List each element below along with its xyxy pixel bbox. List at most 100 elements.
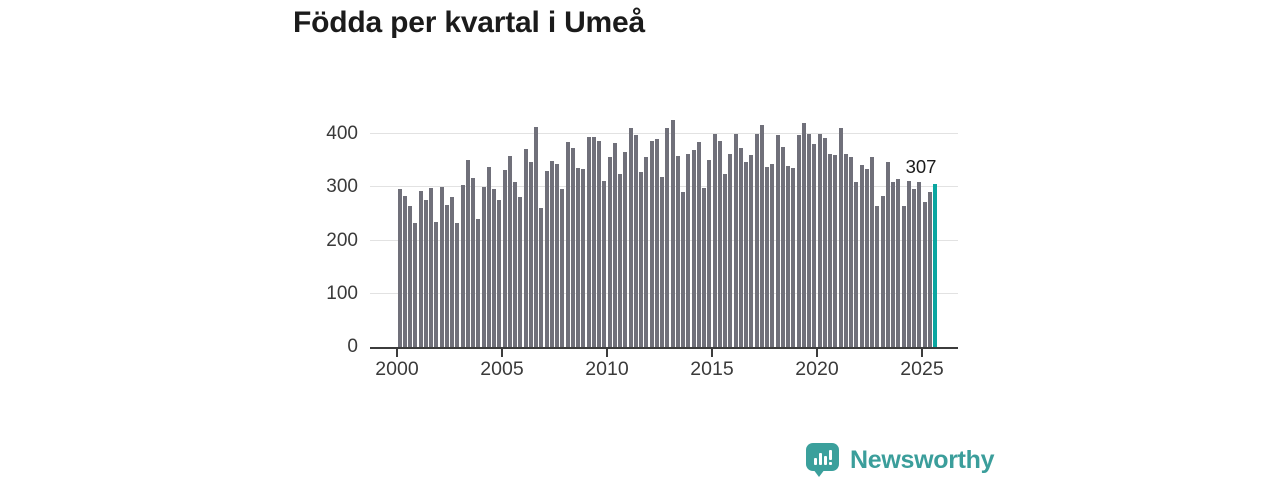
x-axis-tick-label: 2000 [375,358,419,380]
bar [418,190,423,347]
y-axis-tick-label: 300 [326,176,358,198]
bar [591,136,596,347]
bar [849,156,853,347]
bar [429,187,433,347]
bar [817,134,822,347]
gridline-100 [370,292,958,294]
latest-value-label: 307 [905,155,937,177]
bar [681,192,685,347]
bar [838,128,843,347]
bar [523,148,528,347]
bar [859,165,864,347]
bar [786,165,790,347]
bar [413,222,418,347]
bar [702,187,706,347]
bar [455,222,460,347]
bar [544,171,549,347]
bar [707,160,712,347]
bar [549,161,554,347]
bar [644,156,649,347]
bar [660,177,664,347]
bar [534,127,538,347]
bar [812,143,817,347]
x-axis-tick-label: 2025 [900,358,944,380]
x-axis-tick [501,349,503,357]
bar [754,134,759,347]
bar [486,167,491,347]
bar [597,140,601,347]
bar [927,192,932,347]
bar [397,188,402,347]
y-axis-tick-label: 400 [326,123,358,144]
bar [864,168,869,347]
bar [492,188,496,347]
x-axis-tick-label: 2020 [795,358,839,380]
bar [901,205,906,347]
bar [833,155,838,347]
bar [912,188,916,347]
gridline-300 [370,186,958,188]
bar [906,180,911,347]
bar [733,134,738,347]
bar [717,140,722,347]
bar [917,181,922,347]
x-axis-tick [921,349,923,357]
bar [691,149,696,347]
bar [723,173,727,347]
bar [675,156,680,347]
bar [612,142,617,347]
bar [502,170,507,347]
newsworthy-branding[interactable]: Newsworthy [806,442,995,478]
bar [408,205,412,347]
bar [649,140,654,347]
bar [759,124,764,347]
bar [807,134,811,347]
bar [560,188,565,347]
gridline-400 [370,133,958,134]
bar [822,138,827,347]
bar [518,197,523,347]
bar [712,134,717,347]
plot-area: 307 2000 2005 2010 2015 2020 2025 [370,119,958,380]
bar [791,167,796,347]
bar [476,219,481,347]
bar [607,156,612,347]
bar [765,167,769,347]
bar [586,136,591,347]
bar [843,153,848,347]
bar [507,155,512,347]
gridline-200 [370,239,958,241]
bar [728,153,733,347]
bar [618,173,622,347]
y-axis-tick-label: 200 [326,229,358,251]
bar [828,153,832,347]
bar [896,178,901,347]
bar [801,123,806,347]
x-axis-tick-label: 2005 [480,358,524,380]
bar [891,181,895,347]
bar [870,156,874,347]
x-axis-tick [711,349,713,357]
bar-highlight-2025-Q3 [933,183,937,347]
bar [639,171,643,347]
bar [570,147,575,347]
bar [633,134,638,347]
bar [460,184,465,347]
x-axis-tick [606,349,608,357]
x-axis-tick-label: 2010 [585,358,629,380]
bar [780,146,785,347]
bar [749,155,754,347]
bar [654,139,659,347]
x-axis-tick-label: 2015 [690,358,734,380]
bar [738,148,743,347]
bar [481,187,486,347]
bar [796,135,801,347]
bar [402,196,407,347]
bar [875,205,880,347]
newsworthy-bubble-chart-icon [806,442,840,478]
y-axis-tick-label: 100 [326,282,358,304]
bar [576,167,580,347]
bar [513,181,517,347]
bar [565,142,570,347]
